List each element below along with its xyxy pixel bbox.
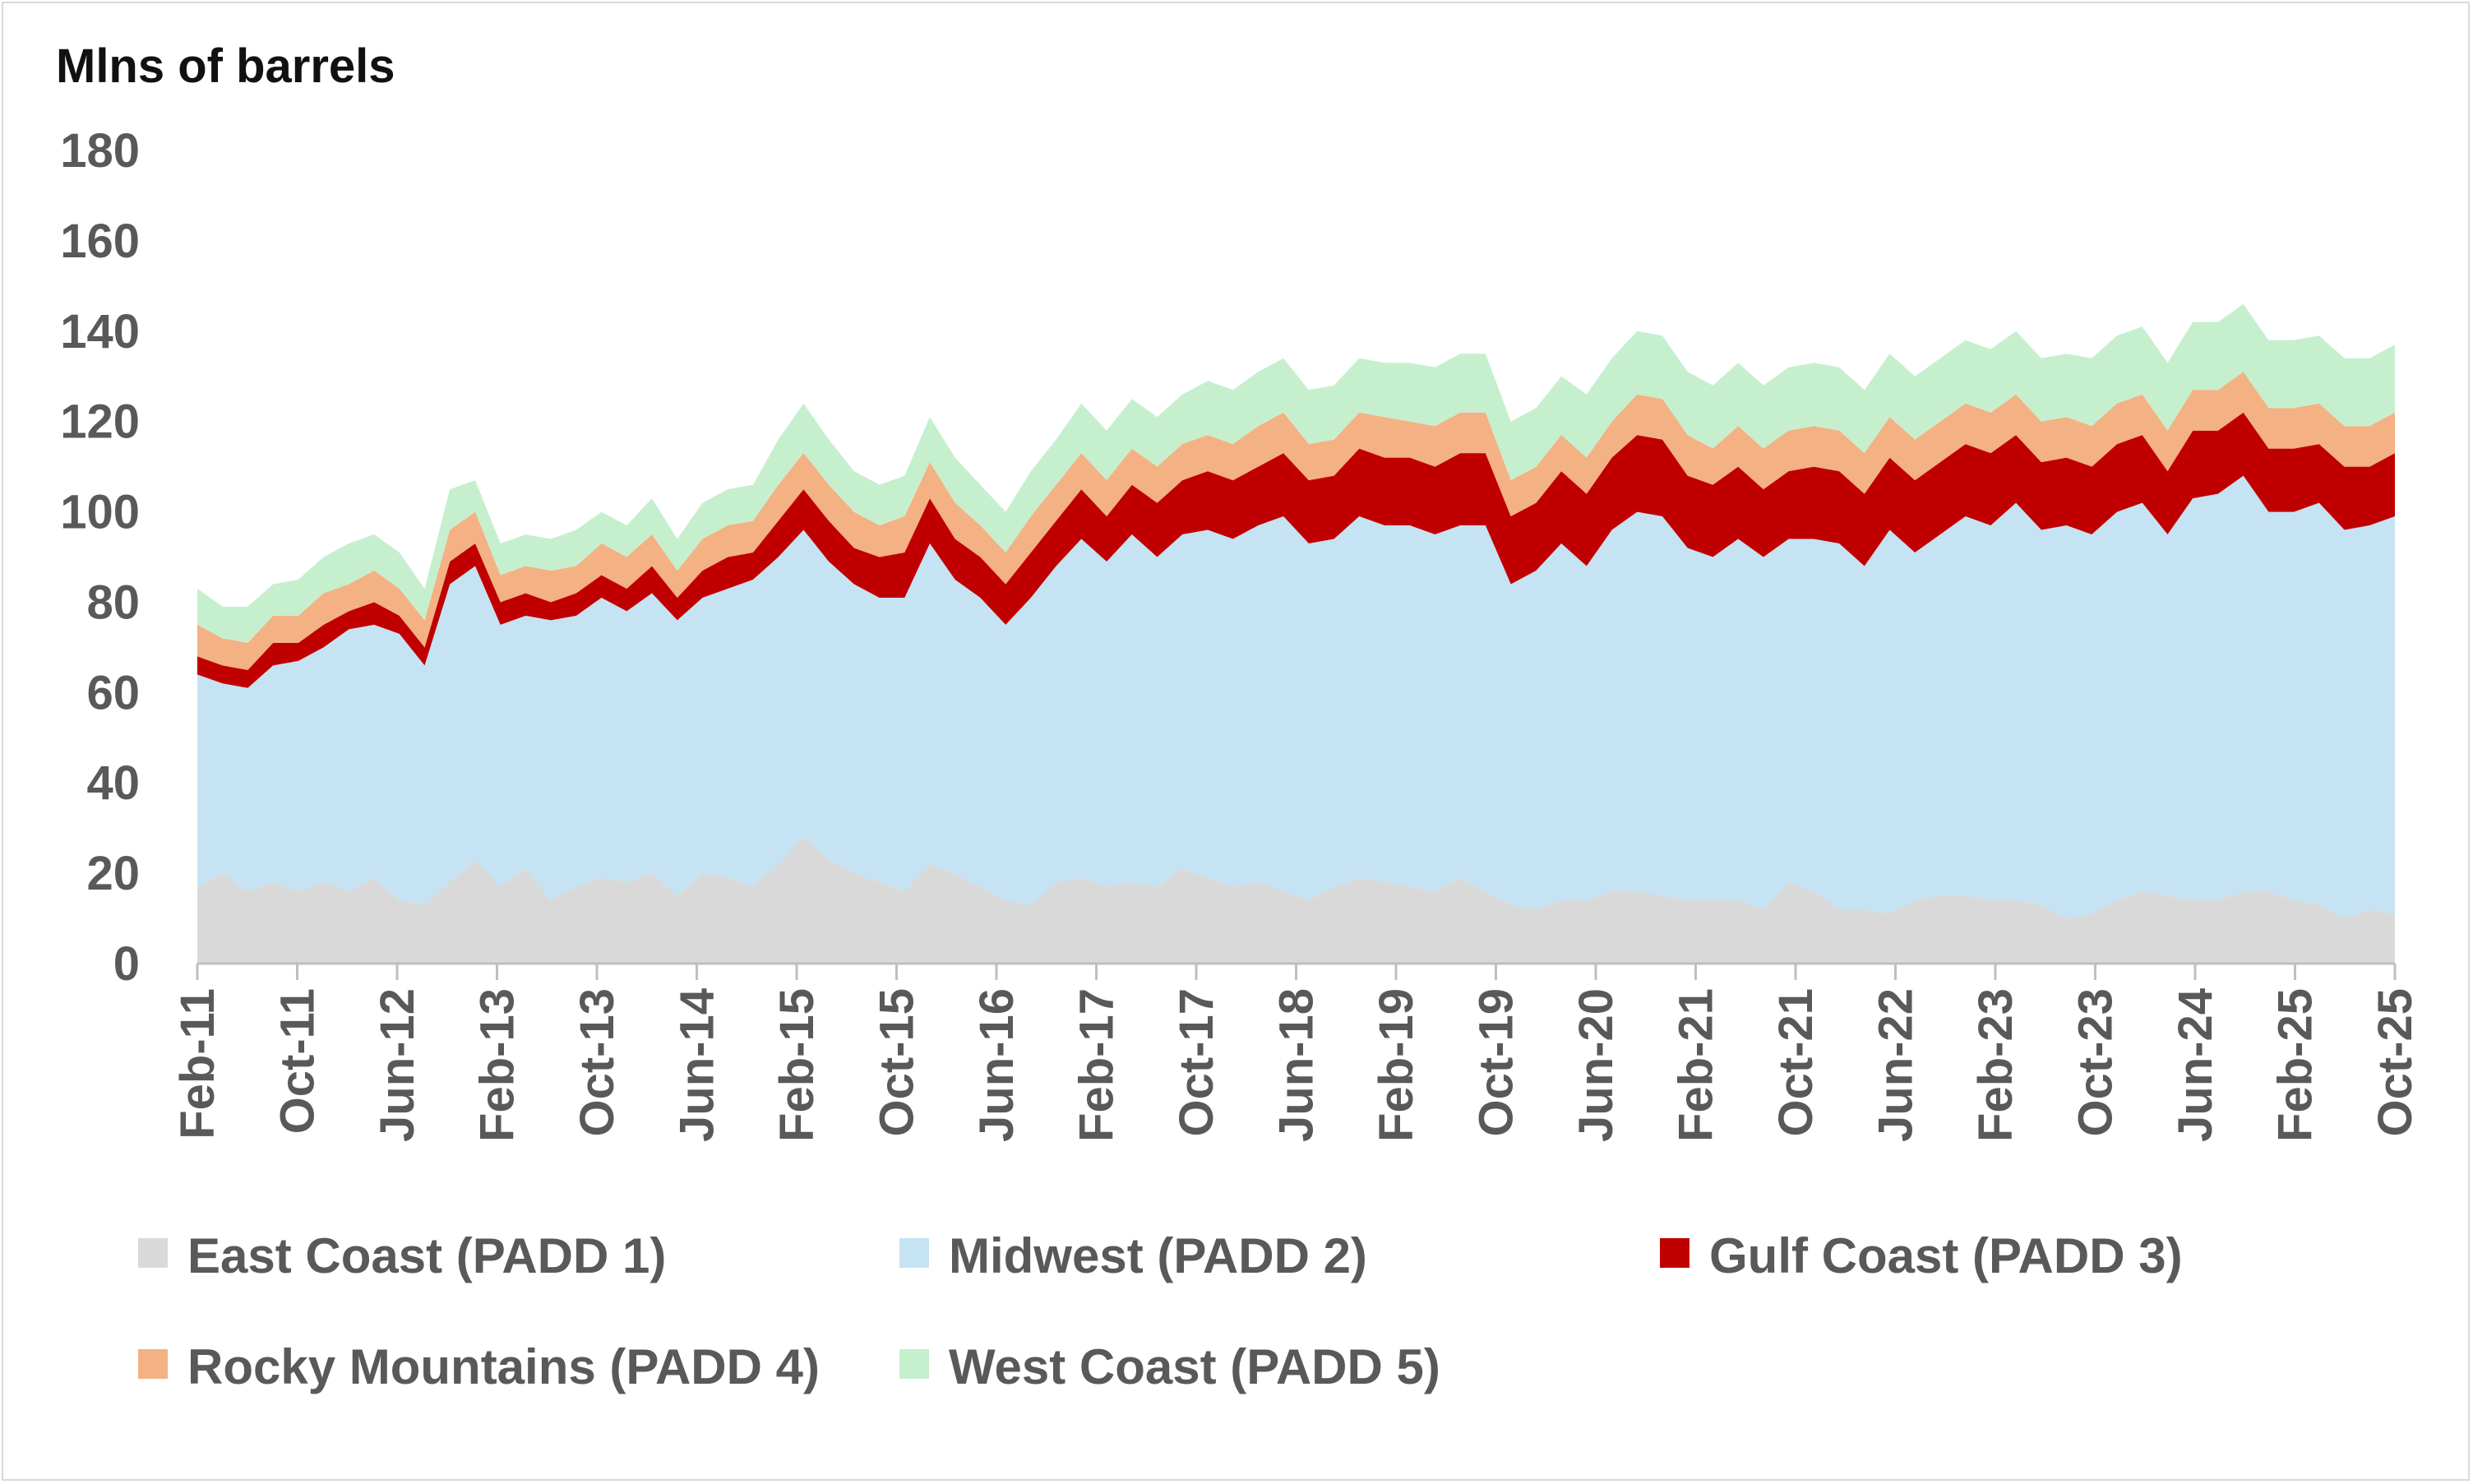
y-axis-unit-label: Mlns of barrels bbox=[56, 39, 395, 93]
y-tick-label: 60 bbox=[86, 666, 140, 719]
y-tick-label: 140 bbox=[60, 305, 140, 358]
y-tick-label: 20 bbox=[86, 847, 140, 900]
x-tick-label: Feb-25 bbox=[2269, 988, 2323, 1142]
y-tick-labels: 0 20 40 60 80 100 120 140 160 180 bbox=[60, 124, 140, 991]
x-tick-label: Oct-23 bbox=[2069, 988, 2123, 1137]
legend-swatch-2 bbox=[899, 1238, 929, 1268]
legend-label-5: West Coast (PADD 5) bbox=[949, 1339, 1440, 1394]
x-tick-label: Oct-15 bbox=[871, 988, 924, 1137]
legend-swatch-3 bbox=[1660, 1238, 1689, 1268]
area-series-1 bbox=[197, 837, 2395, 964]
y-tick-label: 180 bbox=[60, 124, 140, 178]
x-tick-label: Feb-17 bbox=[1070, 988, 1124, 1142]
x-tick-label: Feb-19 bbox=[1370, 988, 1423, 1142]
legend-label-2: Midwest (PADD 2) bbox=[949, 1228, 1367, 1283]
y-tick-label: 120 bbox=[60, 395, 140, 449]
x-tick-label: Oct-13 bbox=[571, 988, 624, 1137]
x-tick-label: Jun-20 bbox=[1569, 988, 1623, 1142]
area-series-3 bbox=[197, 412, 2395, 688]
legend-label-3: Gulf Coast (PADD 3) bbox=[1709, 1228, 2183, 1283]
x-tick-label: Jun-24 bbox=[2169, 988, 2222, 1142]
y-tick-label: 100 bbox=[60, 486, 140, 539]
x-tick-label: Oct-21 bbox=[1769, 988, 1823, 1137]
x-tick-label: Oct-17 bbox=[1170, 988, 1223, 1137]
x-tick-label: Oct-25 bbox=[2369, 988, 2422, 1137]
legend-swatch-4 bbox=[138, 1349, 168, 1379]
x-tick-label: Oct-19 bbox=[1470, 988, 1523, 1137]
y-tick-label: 160 bbox=[60, 215, 140, 268]
stacked-areas bbox=[197, 303, 2395, 964]
x-tick-label: Jun-22 bbox=[1870, 988, 1923, 1142]
area-series-2 bbox=[197, 475, 2395, 919]
axes bbox=[196, 962, 2397, 980]
legend-swatch-5 bbox=[899, 1349, 929, 1379]
x-tick-label: Jun-16 bbox=[970, 988, 1024, 1142]
x-tick-label: Jun-18 bbox=[1270, 988, 1324, 1142]
legend-label-1: East Coast (PADD 1) bbox=[187, 1228, 666, 1283]
x-tick-label: Oct-11 bbox=[271, 988, 325, 1134]
area-series-4 bbox=[197, 372, 2395, 670]
x-tick-label: Feb-13 bbox=[471, 988, 525, 1142]
legend-label-4: Rocky Mountains (PADD 4) bbox=[187, 1339, 820, 1394]
x-tick-label: Feb-23 bbox=[1969, 988, 2022, 1142]
x-tick-label: Jun-12 bbox=[371, 988, 424, 1142]
area-series-5 bbox=[197, 303, 2395, 643]
x-tick-label: Feb-15 bbox=[770, 988, 824, 1142]
y-tick-label: 80 bbox=[86, 576, 140, 629]
x-tick-label: Feb-21 bbox=[1670, 988, 1723, 1142]
legend-swatch-1 bbox=[138, 1238, 168, 1268]
y-tick-label: 40 bbox=[86, 756, 140, 810]
y-tick-label: 0 bbox=[113, 937, 140, 991]
legend: East Coast (PADD 1) Midwest (PADD 2) Gulf … bbox=[138, 1228, 2183, 1394]
x-tick-label: Jun-14 bbox=[671, 988, 724, 1142]
x-tick-label: Feb-11 bbox=[171, 988, 224, 1140]
x-tick-labels: Feb-11 Oct-11 Jun-12 Feb-13 Oct-13 Jun-14 Feb-… bbox=[171, 988, 2422, 1142]
